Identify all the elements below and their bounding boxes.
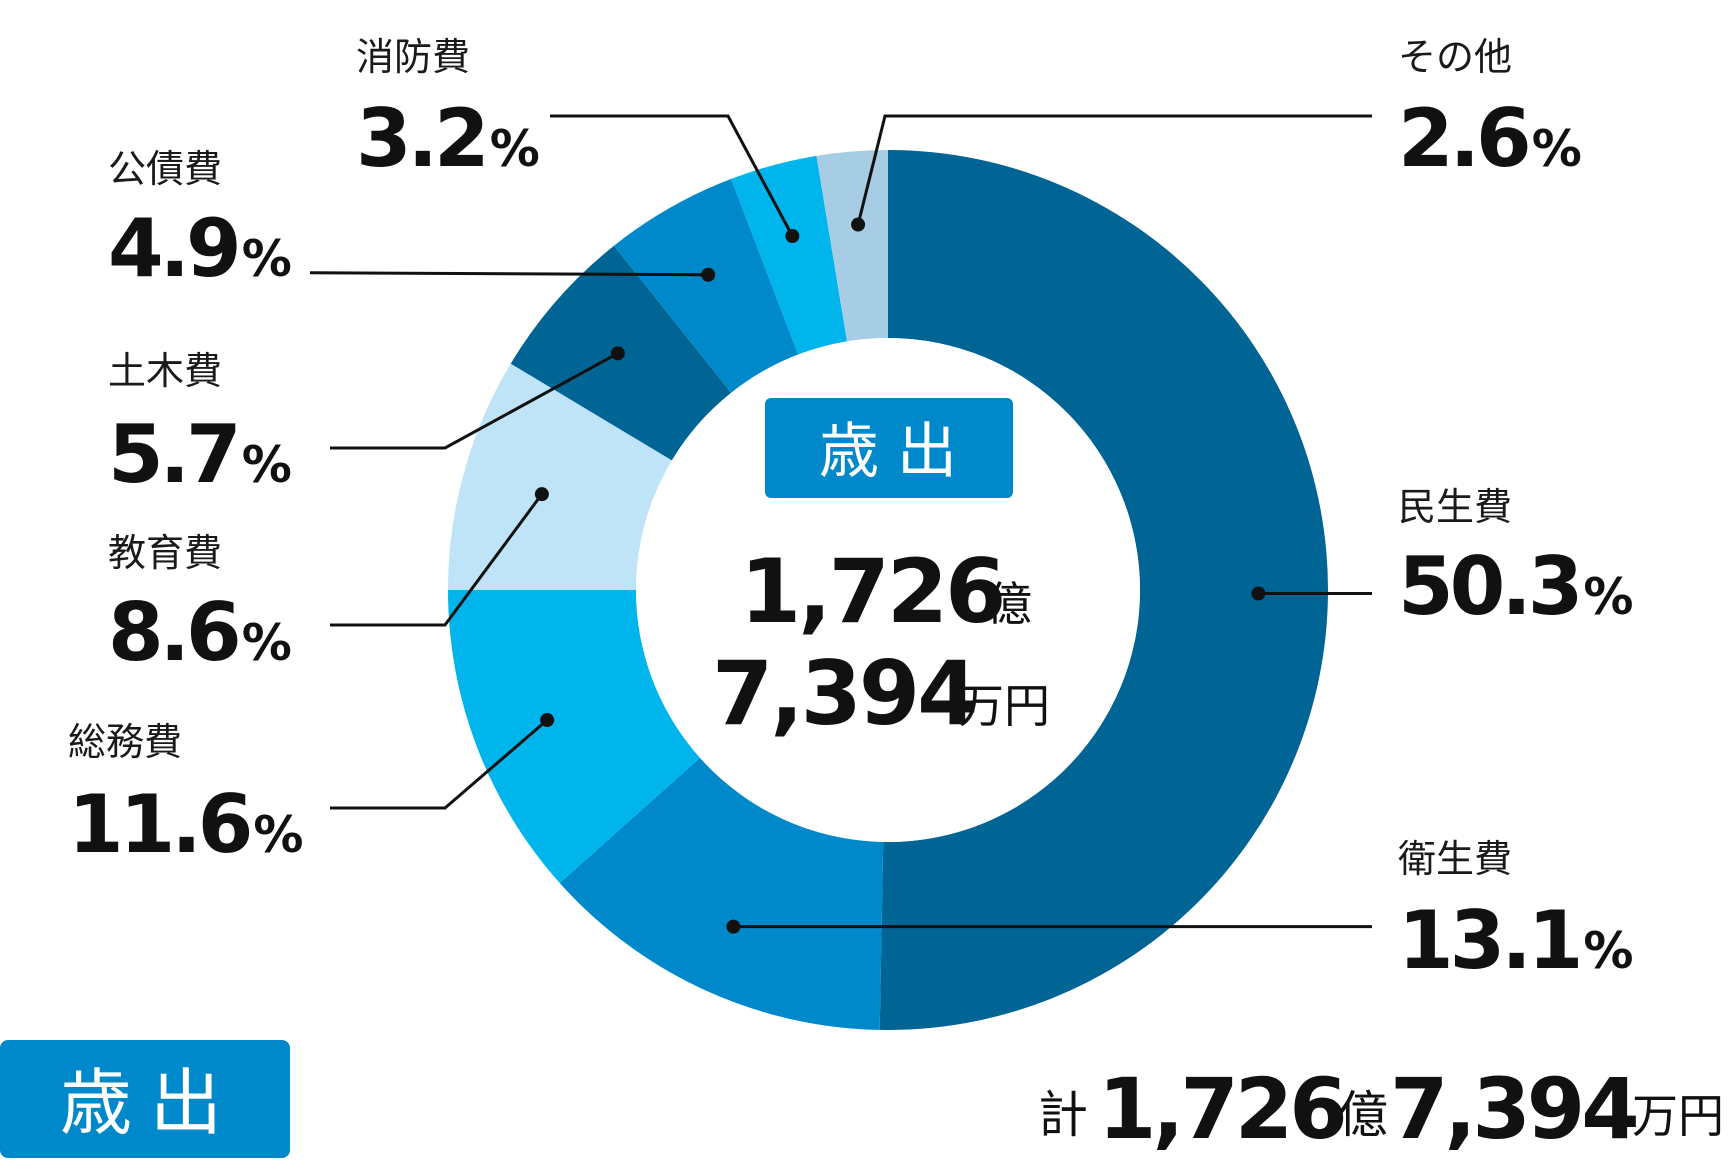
slice-label-name: 消防費 [356,35,470,79]
total-unit-oku: 億 [1338,1086,1388,1144]
footer-badge-text: 歳出 [60,1061,240,1145]
leader-dot-公債費 [701,267,716,282]
slice-label-name: 総務費 [68,720,182,764]
slice-総務費 [448,590,701,884]
center-unit-man-yen: 万円 [958,679,1050,733]
slice-消防費 [731,155,848,355]
leader-dot-衛生費 [726,919,741,934]
slice-labels: 民生費 50.3% 衛生費 13.1% 総務費 11.6% 教育費 8.6% 土木費 5.7% 公債… [68,35,1636,987]
center-badge [765,398,1013,498]
center-amount-oku: 1,726 [740,540,1003,643]
total-unit-man-yen: 万円 [1632,1089,1724,1143]
leader-line-総務費 [330,718,549,810]
leader-dot-土木費 [610,346,625,361]
donut-slices [448,150,1329,1031]
leader-dot-消防費 [785,229,800,244]
leader-dot-民生費 [1251,586,1266,601]
total-amount-man: 7,394 [1390,1060,1636,1158]
slice-衛生費 [559,757,884,1030]
leader-dot-教育費 [534,487,549,502]
center-summary: 歳出 1,726 億 7,394 万円 [712,398,1050,745]
slice-label-value: 11.6% [68,778,302,871]
slice-label-name: 民生費 [1398,485,1512,529]
slice-公債費 [613,178,799,393]
total-amount-oku: 1,726 [1098,1060,1344,1158]
footer-badge: 歳出 [0,1040,290,1158]
leader-dot-その他 [851,217,866,232]
leader-dot-総務費 [540,713,555,728]
leader-line-消防費 [550,114,794,237]
total-prefix: 計 [1038,1086,1088,1144]
center-badge-text: 歳出 [819,417,975,487]
slice-教育費 [448,363,672,590]
slice-label-value: 4.9% [108,202,291,295]
slice-label-name: 衛生費 [1398,837,1512,881]
center-unit-oku: 億 [986,577,1032,631]
slice-民生費 [879,150,1329,1031]
slice-label-value: 3.2% [356,92,539,185]
slice-label-name: 教育費 [108,531,222,575]
slice-label-value: 13.1% [1398,894,1632,987]
slice-label-value: 8.6% [108,586,291,679]
leader-lines [309,114,1372,934]
leader-line-その他 [856,114,1372,225]
slice-その他 [816,150,888,342]
leader-line-土木費 [330,352,619,450]
slice-label-name: 公債費 [108,147,222,191]
slice-label-name: その他 [1398,35,1512,79]
slice-label-value: 2.6% [1398,92,1581,185]
footer-total: 計 1,726 億 7,394 万円 [1038,1060,1724,1158]
footer-badge-box [0,1040,290,1158]
donut-hole [636,338,1140,842]
leader-line-公債費 [309,271,709,277]
slice-label-name: 土木費 [108,349,222,393]
leader-line-教育費 [330,493,544,627]
center-amount-man: 7,394 [712,642,975,745]
slice-label-value: 5.7% [108,408,291,501]
slice-label-value: 50.3% [1398,540,1632,633]
